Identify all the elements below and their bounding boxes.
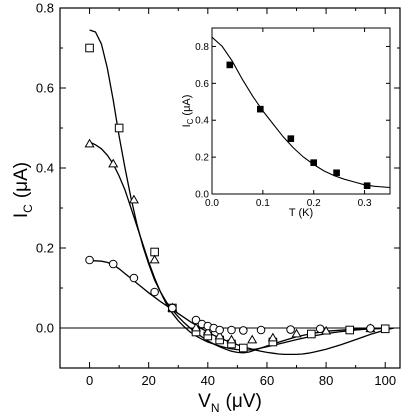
- inset-y-tick-label: 0.6: [195, 79, 209, 90]
- main-x-axis-symbol: V: [198, 391, 211, 412]
- inset-y-axis-subscript: C: [186, 118, 195, 124]
- main-x-tick-label: 20: [141, 373, 155, 388]
- main-x-axis-unit: (μV): [226, 391, 262, 412]
- inset-x-tick-label: 0.0: [205, 198, 219, 209]
- main-x-tick-label: 60: [260, 373, 274, 388]
- main-data-point-triangle: [202, 326, 213, 336]
- main-y-axis-symbol: I: [11, 213, 32, 218]
- inset-x-tick-label: 0.2: [307, 198, 321, 209]
- main-y-tick-label: 0.2: [36, 241, 54, 256]
- main-y-axis-subscript: C: [21, 204, 35, 213]
- main-data-point-circle: [215, 325, 224, 335]
- main-data-point-circle: [315, 324, 325, 334]
- inset-x-tick-label: 0.3: [358, 198, 372, 209]
- main-data-point-square: [85, 43, 94, 53]
- inset-y-axis-symbol: I: [181, 124, 193, 127]
- main-data-point-circle: [108, 259, 118, 269]
- main-y-axis-title: IC (μA): [11, 162, 35, 218]
- inset-y-tick-label: 0.4: [195, 116, 209, 127]
- main-data-point-triangle: [108, 158, 119, 168]
- inset-y-tick-label: 0.8: [195, 42, 209, 53]
- main-data-point-triangle: [247, 334, 258, 344]
- inset-data-point: [333, 169, 340, 177]
- main-data-point-circle: [129, 273, 139, 283]
- main-y-tick-label: 0.6: [36, 81, 54, 96]
- main-y-tick-label: 0.8: [36, 1, 54, 16]
- main-data-point-circle: [256, 325, 266, 335]
- inset-data-point: [257, 105, 264, 113]
- main-data-point-triangle: [214, 330, 225, 340]
- main-x-tick-label: 0: [86, 373, 93, 388]
- main-data-point-circle: [85, 255, 94, 265]
- main-data-point-square: [114, 123, 124, 133]
- main-data-point-triangle: [149, 254, 160, 264]
- inset-axis-ticks: 0.0 0.1 0.2 0.3 0.0 0.2 0.4 0.6 0.8: [195, 28, 390, 209]
- main-data-point-circle: [191, 315, 201, 325]
- main-y-axis-unit: (μA): [11, 162, 32, 198]
- main-data-point-square: [307, 329, 316, 339]
- main-fit-curve-triangle: [89, 141, 386, 351]
- inset-y-tick-label: 0.2: [195, 153, 209, 164]
- main-data-point-triangle: [190, 322, 202, 332]
- main-data-markers: [84, 43, 390, 353]
- main-data-point-circle: [366, 324, 375, 333]
- inset-data-point: [287, 135, 295, 142]
- main-x-tick-label: 40: [201, 373, 215, 388]
- main-data-point-triangle: [128, 194, 139, 204]
- main-data-point-triangle: [267, 332, 278, 342]
- inset-data-point: [363, 182, 371, 189]
- inset-fit-curve-line: [211, 36, 391, 189]
- main-data-point-triangle: [226, 334, 237, 344]
- inset-y-axis-title: IC (μA): [181, 95, 195, 128]
- main-data-point-square: [239, 343, 248, 353]
- main-data-point-circle: [227, 325, 236, 335]
- main-data-point-circle: [168, 303, 177, 313]
- main-data-point-square: [380, 324, 390, 334]
- inset-plot-frame: [211, 27, 391, 195]
- main-data-point-triangle: [291, 328, 302, 338]
- inset-data-point: [226, 61, 234, 69]
- main-data-point-triangle: [84, 138, 95, 148]
- inset-x-tick-label: 0.1: [256, 198, 270, 209]
- inset-x-axis-title: T (K): [289, 207, 313, 219]
- main-x-axis-subscript: N: [211, 401, 220, 415]
- main-y-tick-label: 0.0: [36, 321, 54, 336]
- main-data-point-circle: [150, 287, 159, 297]
- inset-fit-curve: [211, 36, 391, 189]
- main-plot-frame: [59, 7, 401, 369]
- inset-y-axis-unit: (μA): [181, 95, 193, 116]
- main-x-tick-label: 100: [374, 373, 396, 388]
- inset-data-markers: [226, 61, 371, 189]
- main-x-tick-label: 80: [319, 373, 333, 388]
- main-x-axis-title: VN (μV): [198, 391, 262, 415]
- main-data-point-circle: [286, 325, 295, 334]
- inset-data-point: [310, 159, 318, 166]
- main-y-tick-label: 0.4: [36, 161, 54, 176]
- inset-y-tick-label: 0.0: [195, 190, 209, 201]
- main-axis-ticks: 0 20 40 60 80 100 0.0 0.2 0.4 0.6 0.8: [36, 1, 400, 388]
- main-data-point-circle: [239, 326, 248, 335]
- main-data-point-square: [345, 325, 355, 335]
